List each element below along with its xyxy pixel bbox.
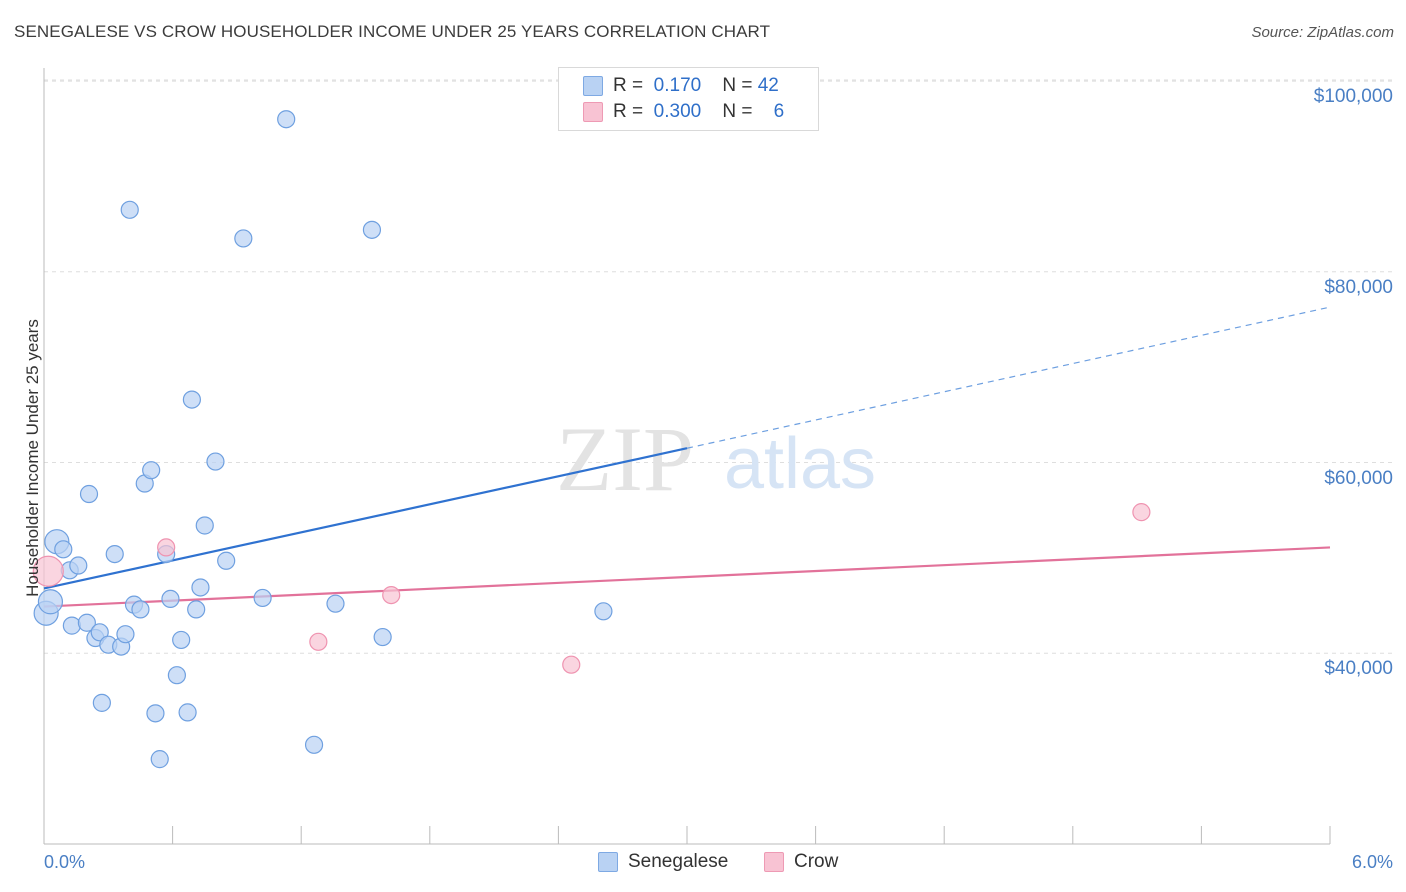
bottom-legend-senegalese: Senegalese xyxy=(598,851,728,873)
bottom-legend-swatch-crow xyxy=(764,851,784,872)
watermark-zip: ZIP xyxy=(556,408,694,510)
point-senegalese xyxy=(373,627,392,647)
point-senegalese xyxy=(79,484,99,504)
legend-r-label: R = xyxy=(613,75,644,96)
point-crow xyxy=(32,555,64,587)
point-crow xyxy=(382,585,401,605)
source-label: Source: ZipAtlas.com xyxy=(1251,24,1394,41)
point-senegalese xyxy=(217,551,236,570)
legend-swatch-crow xyxy=(583,101,603,122)
point-senegalese xyxy=(120,200,139,219)
point-crow xyxy=(562,655,581,674)
point-crow xyxy=(309,632,328,651)
legend-row-crow: R = 0.300 N = 6 xyxy=(583,101,784,127)
y-axis-label: Householder Income Under 25 years xyxy=(23,319,42,597)
point-senegalese xyxy=(167,666,186,685)
legend: R = 0.170 N = 42 R = 0.300 N = 6 xyxy=(558,67,819,131)
x-tick-label-end: 6.0% xyxy=(1351,852,1393,872)
legend-r-label: R = xyxy=(613,101,644,122)
point-senegalese xyxy=(37,589,64,615)
point-senegalese xyxy=(253,588,272,608)
legend-n-value: 6 xyxy=(773,101,785,122)
legend-n-value: 42 xyxy=(757,75,779,96)
point-senegalese xyxy=(105,544,124,564)
point-senegalese xyxy=(362,220,382,239)
point-senegalese xyxy=(62,616,81,635)
bottom-legend-crow: Crow xyxy=(764,851,838,873)
trend-line-senegalese xyxy=(43,447,688,590)
y-tick-label: $80,000 xyxy=(1324,276,1393,298)
bottom-legend-label: Senegalese xyxy=(628,851,729,872)
point-senegalese xyxy=(277,110,296,129)
x-tick-label-start: 0.0% xyxy=(44,852,86,872)
point-senegalese xyxy=(146,704,165,723)
legend-r-value: 0.170 xyxy=(653,75,702,96)
point-senegalese xyxy=(191,578,210,597)
point-senegalese xyxy=(206,452,225,471)
gridlines xyxy=(44,79,1393,654)
point-senegalese xyxy=(182,390,201,409)
legend-r-value: 0.300 xyxy=(653,101,702,122)
point-senegalese xyxy=(90,623,109,642)
chart-title: SENEGALESE VS CROW HOUSEHOLDER INCOME UN… xyxy=(14,22,771,41)
point-senegalese xyxy=(142,461,161,480)
point-senegalese xyxy=(172,630,191,650)
y-tick-label: $100,000 xyxy=(1313,86,1393,108)
legend-row-senegalese: R = 0.170 N = 42 xyxy=(583,75,779,101)
data-points xyxy=(32,110,1151,769)
point-senegalese xyxy=(131,600,150,619)
point-senegalese xyxy=(178,703,197,722)
point-senegalese xyxy=(92,693,111,712)
point-crow xyxy=(157,538,176,557)
point-senegalese xyxy=(77,613,96,632)
point-senegalese xyxy=(150,750,169,769)
point-senegalese xyxy=(69,556,88,575)
watermark: ZIP atlas xyxy=(556,408,876,510)
watermark-atlas: atlas xyxy=(724,424,876,504)
point-senegalese xyxy=(161,589,180,609)
point-senegalese xyxy=(54,540,73,559)
y-tick-label: $60,000 xyxy=(1324,467,1393,489)
point-senegalese xyxy=(116,625,135,644)
bottom-legend-swatch-senegalese xyxy=(598,851,618,872)
y-tick-label: $40,000 xyxy=(1324,658,1393,680)
point-senegalese xyxy=(234,229,253,248)
point-senegalese xyxy=(187,600,206,619)
point-senegalese xyxy=(304,735,324,754)
bottom-legend-label: Crow xyxy=(794,851,839,872)
legend-swatch-senegalese xyxy=(583,75,603,96)
legend-n-label: N = xyxy=(722,101,753,122)
point-senegalese xyxy=(195,516,214,535)
point-crow xyxy=(1132,503,1151,522)
legend-n-label: N = xyxy=(722,75,753,96)
axes xyxy=(43,68,1331,845)
trend-line-crow xyxy=(43,546,1331,608)
point-senegalese xyxy=(326,594,345,613)
point-senegalese xyxy=(594,602,613,621)
